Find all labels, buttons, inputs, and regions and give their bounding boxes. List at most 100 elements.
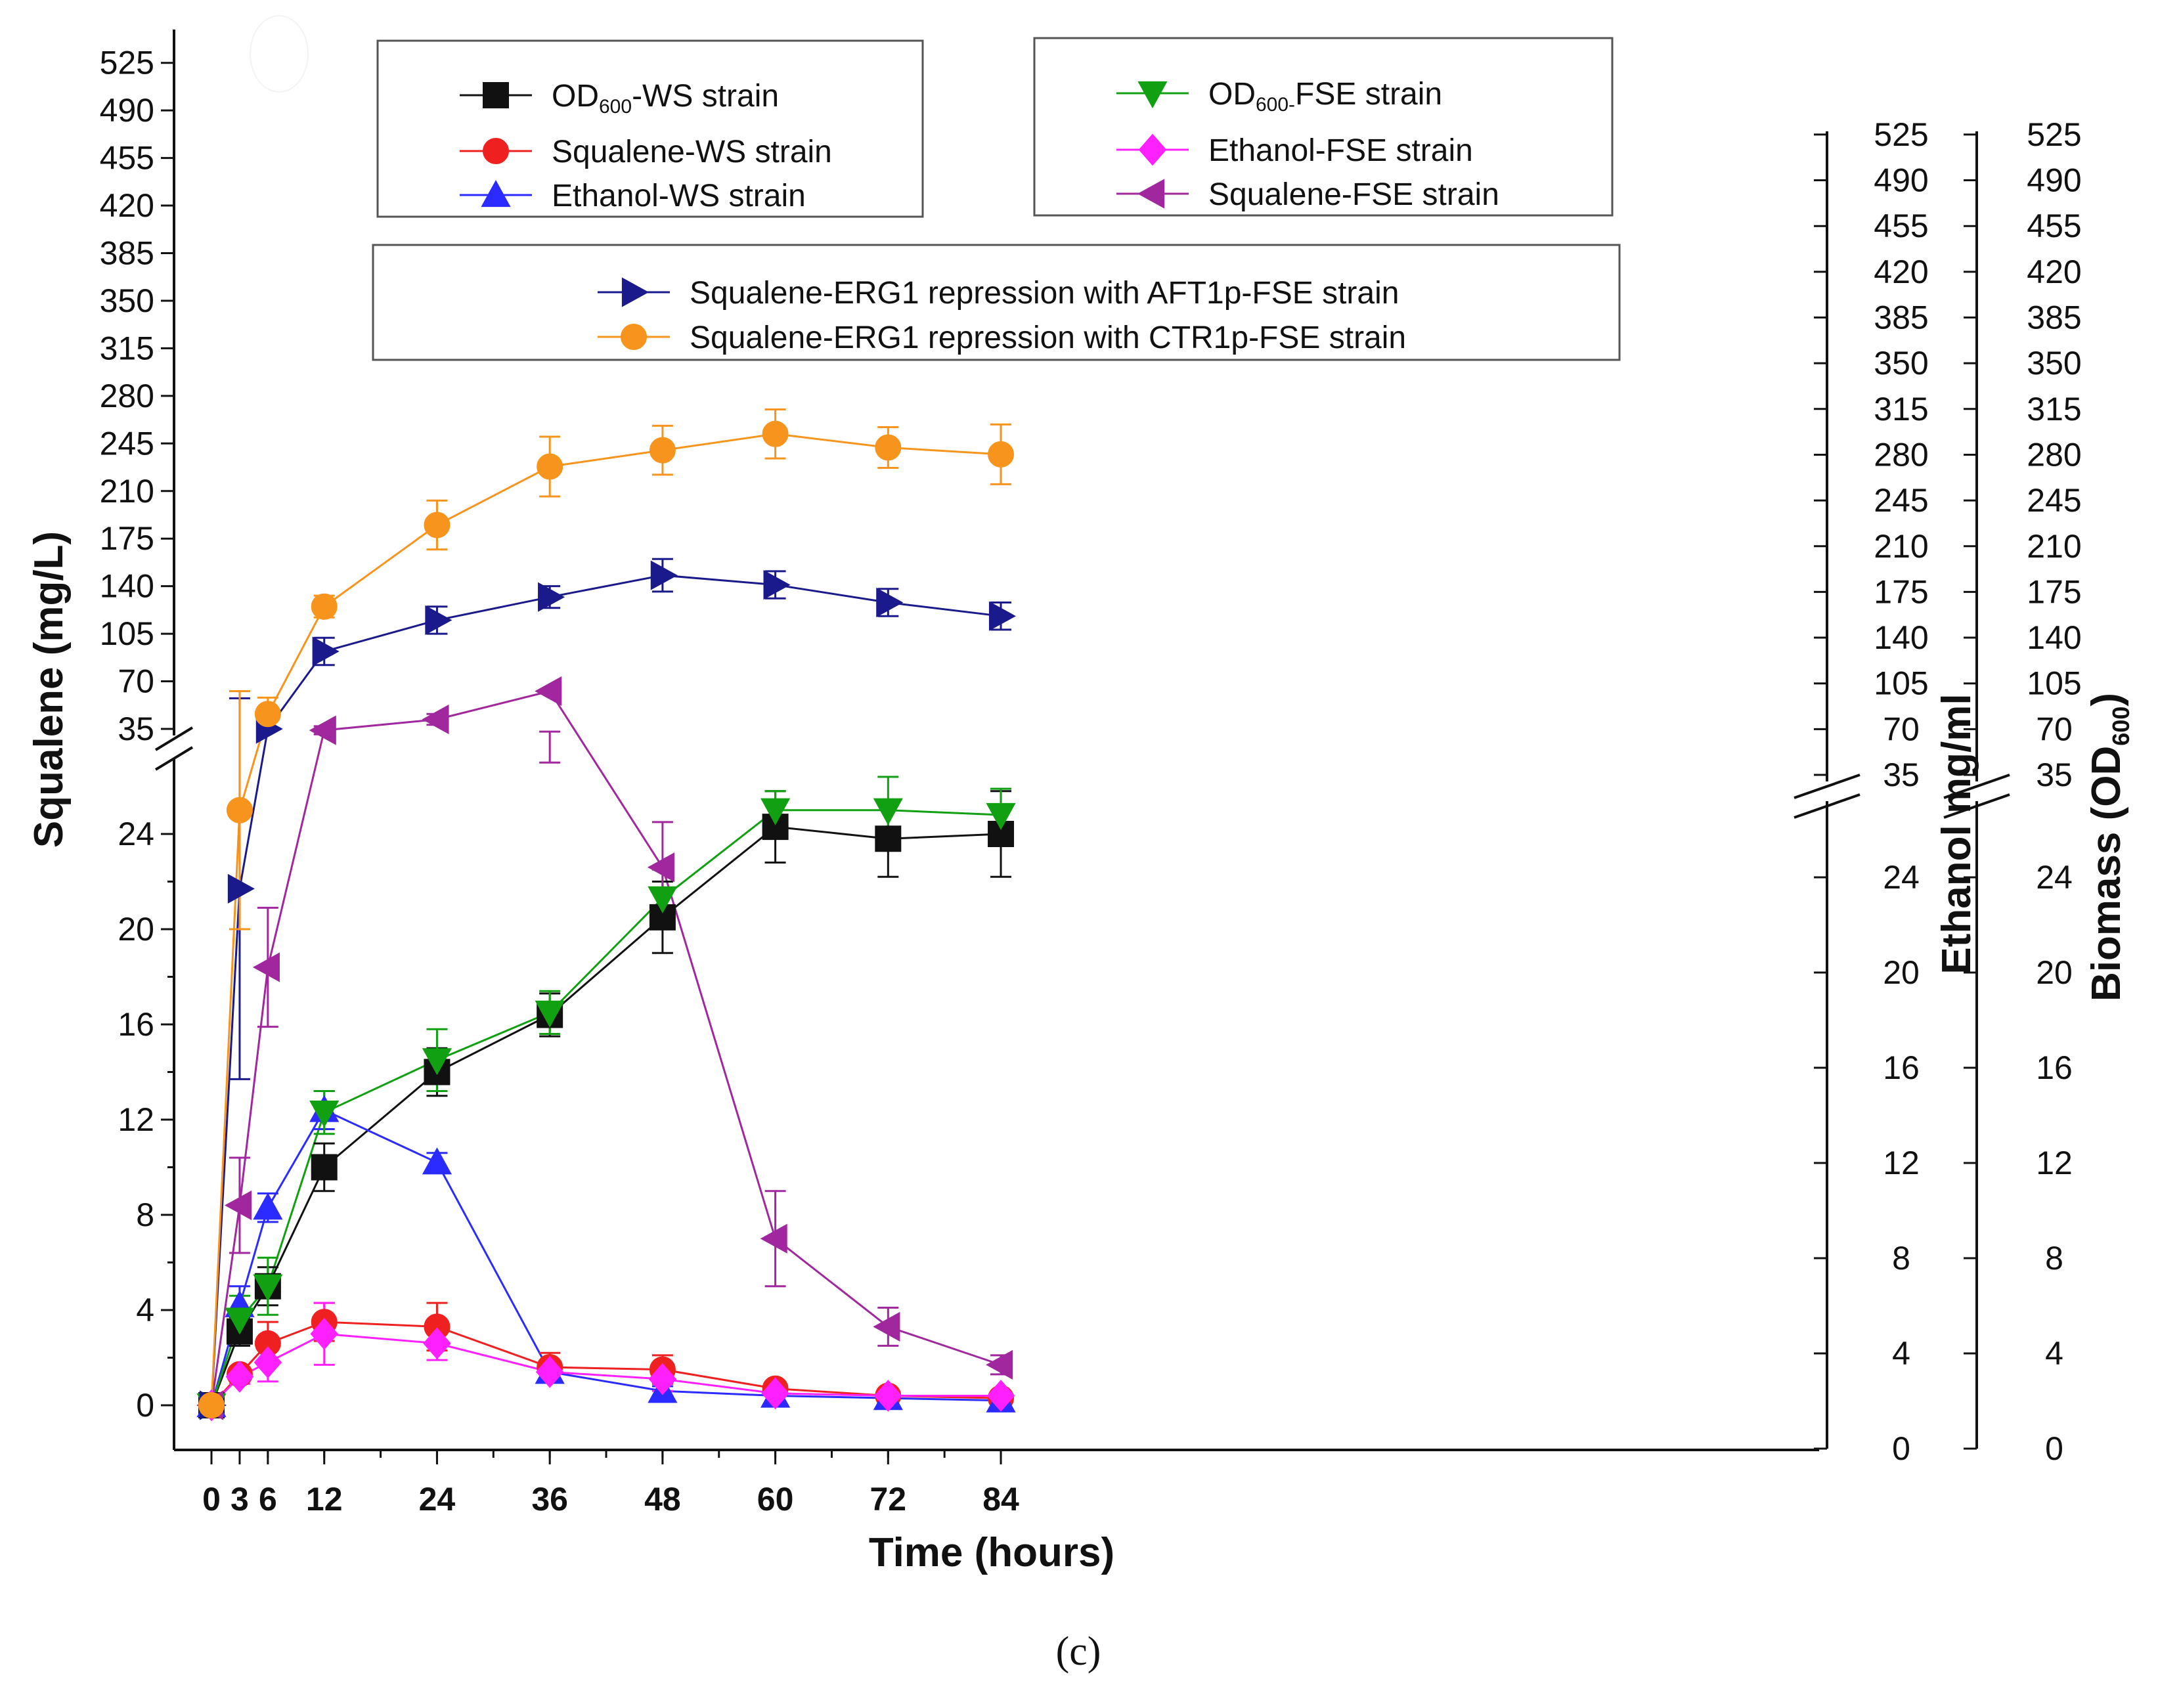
ethanol-axis-tick-label: 245 <box>1874 482 1928 519</box>
data-point-squalene-fse-strain <box>309 715 336 745</box>
legend-ctr1p-fse-label: Squalene-ERG1 repression with CTR1p-FSE … <box>690 320 1406 355</box>
data-point-od600-ws-strain <box>875 825 902 852</box>
ethanol-axis-tick-label: 0 <box>1892 1430 1910 1467</box>
biomass-axis-tick-label: 210 <box>2027 528 2081 565</box>
axes-group: 0481216202435701051401752102452803153503… <box>26 30 2134 1575</box>
data-point-od600-ws-strain <box>311 1154 338 1181</box>
data-point-od600-fse-strain <box>309 1101 340 1128</box>
left-axis-tick-label: 490 <box>100 92 154 129</box>
legend-squalene-ws-label: Squalene-WS strain <box>552 135 832 169</box>
legend-od600-fse-label-sub: 600- <box>1256 94 1295 116</box>
left-axis-tick-label: 140 <box>100 568 154 605</box>
data-point-squalene-erg1-repression-with-ctr1p-fse-strain <box>537 453 563 480</box>
x-axis-tick-label: 0 <box>202 1481 221 1518</box>
biomass-axis-tick-label: 385 <box>2027 299 2081 336</box>
data-point-squalene-erg1-repression-with-aft1p-fse-strain <box>312 636 340 667</box>
x-axis-tick-label: 36 <box>531 1481 568 1518</box>
ethanol-axis-tick-label: 105 <box>1874 665 1928 702</box>
data-point-squalene-erg1-repression-with-ctr1p-fse-strain <box>226 797 253 823</box>
biomass-axis-tick-label: 0 <box>2045 1430 2063 1467</box>
biomass-axis-break-mark <box>1943 774 2010 799</box>
ethanol-axis-tick-label: 16 <box>1883 1049 1920 1086</box>
data-point-squalene-erg1-repression-with-ctr1p-fse-strain <box>875 434 902 461</box>
data-point-od600-fse-strain <box>986 802 1016 830</box>
left-axis-tick-label: 350 <box>100 282 154 319</box>
biomass-axis-tick-label: 4 <box>2045 1335 2063 1372</box>
data-point-squalene-erg1-repression-with-aft1p-fse-strain <box>227 873 255 904</box>
legend-ctr1p-fse-marker <box>621 324 647 350</box>
series-line-ethanol-fse-strain <box>210 1332 1002 1407</box>
data-point-squalene-fse-strain <box>224 1190 252 1221</box>
legend-ethanol-ws-label: Ethanol-WS strain <box>552 179 806 213</box>
biomass-axis-tick-label: 24 <box>2036 859 2073 896</box>
left-axis-tick-label: 210 <box>100 473 154 510</box>
legend-od600-fse-label: OD600-FSE strain <box>1208 77 1442 116</box>
data-point-squalene-fse-strain <box>986 1349 1013 1380</box>
biomass-axis-tick-label: 70 <box>2036 711 2073 747</box>
data-point-squalene-erg1-repression-with-aft1p-fse-strain <box>763 569 791 600</box>
ethanol-axis-tick-label: 490 <box>1874 162 1928 199</box>
legend-ethanol-fse-label-main: Ethanol-FSE strain <box>1208 133 1473 168</box>
biomass-axis-tick-label: 315 <box>2027 391 2081 427</box>
x-axis-tick-label: 24 <box>419 1481 456 1518</box>
data-point-squalene-erg1-repression-with-ctr1p-fse-strain <box>198 1392 225 1418</box>
data-point-squalene-erg1-repression-with-aft1p-fse-strain <box>650 560 678 590</box>
data-point-ethanol-fse-strain <box>874 1380 902 1412</box>
biomass-axis-tick-label: 20 <box>2036 954 2073 991</box>
data-point-od600-fse-strain <box>648 886 678 913</box>
series-lines-group <box>210 433 1002 1407</box>
legend-ethanol-fse-label: Ethanol-FSE strain <box>1208 133 1473 168</box>
left-axis-tick-label: 105 <box>100 615 154 652</box>
ethanol-axis-tick-label: 8 <box>1892 1240 1910 1277</box>
ethanol-axis-tick-label: 4 <box>1892 1335 1910 1372</box>
legend-aft1p-fse-marker <box>621 277 649 307</box>
data-point-squalene-fse-strain <box>535 676 562 707</box>
biomass-axis-tick-label: 175 <box>2027 573 2081 610</box>
ethanol-axis-tick-label: 280 <box>1874 436 1928 473</box>
data-point-od600-fse-strain <box>253 1274 283 1302</box>
legend-squalene-ws-label-main: Squalene-WS strain <box>552 135 832 169</box>
legend-squalene-fse-label: Squalene-FSE strain <box>1208 177 1499 212</box>
biomass-axis-tick-label: 490 <box>2027 162 2081 199</box>
ethanol-axis-break-mark <box>1794 793 1861 819</box>
series-markers-group <box>196 420 1017 1422</box>
series-line-squalene-ws-strain <box>210 1321 1002 1407</box>
data-point-squalene-erg1-repression-with-ctr1p-fse-strain <box>988 441 1015 468</box>
ethanol-axis-tick-label: 35 <box>1883 756 1920 793</box>
ethanol-axis-break-mark <box>1794 774 1861 799</box>
ethanol-axis-tick-label: 525 <box>1874 116 1928 153</box>
left-axis-tick-label: 8 <box>136 1196 154 1233</box>
biomass-axis-tick-label: 105 <box>2027 665 2081 702</box>
legend-ctr1p-fse-label-main: Squalene-ERG1 repression with CTR1p-FSE … <box>690 320 1406 355</box>
data-point-squalene-erg1-repression-with-ctr1p-fse-strain <box>311 593 338 620</box>
decorative-ellipse <box>250 15 309 93</box>
data-point-ethanol-ws-strain <box>253 1193 283 1220</box>
left-axis-tick-label: 455 <box>100 140 154 177</box>
biomass-axis-title-sub: 600 <box>2107 707 2134 746</box>
data-point-ethanol-fse-strain <box>535 1355 564 1388</box>
data-point-ethanol-ws-strain <box>422 1147 452 1175</box>
legend-ethanol-ws-marker <box>481 180 511 208</box>
ethanol-axis-tick-label: 350 <box>1874 345 1928 382</box>
data-point-squalene-fse-strain <box>760 1223 787 1254</box>
legend-od600-fse-label-main: OD <box>1208 77 1256 112</box>
x-axis-title: Time (hours) <box>869 1530 1114 1575</box>
biomass-axis-tick-label: 420 <box>2027 253 2081 290</box>
legend-squalene-fse-label-main: Squalene-FSE strain <box>1208 177 1499 212</box>
series-line-od600-fse-strain <box>210 809 1002 1406</box>
legend-od600-ws-marker <box>483 82 509 108</box>
left-axis-tick-label: 35 <box>118 711 154 747</box>
biomass-axis-title-end: ) <box>2084 693 2129 707</box>
x-axis-tick-label: 6 <box>259 1481 277 1518</box>
left-axis-tick-label: 12 <box>118 1101 154 1138</box>
biomass-axis-title: Biomass (OD600) <box>2084 693 2134 1001</box>
left-axis-tick-label: 525 <box>100 45 154 81</box>
data-point-squalene-erg1-repression-with-ctr1p-fse-strain <box>254 701 281 728</box>
biomass-axis-tick-label: 245 <box>2027 482 2081 519</box>
left-axis-tick-label: 420 <box>100 187 154 224</box>
legend-aft1p-fse-label-main: Squalene-ERG1 repression with AFT1p-FSE … <box>690 276 1399 311</box>
series-line-ethanol-ws-strain <box>210 1108 1002 1406</box>
ethanol-axis-tick-label: 140 <box>1874 619 1928 656</box>
ethanol-axis-tick-label: 210 <box>1874 528 1928 565</box>
legend-box-1 <box>376 39 924 218</box>
